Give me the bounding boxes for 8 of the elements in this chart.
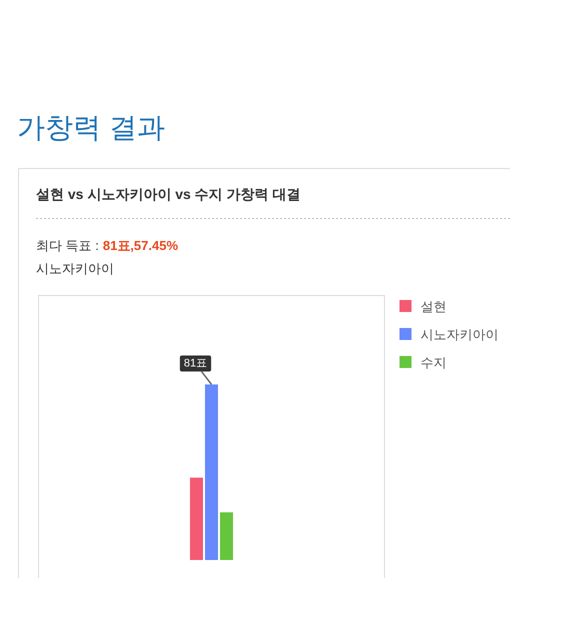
legend-label: 수지 xyxy=(420,355,446,370)
data-label: 81표 xyxy=(184,357,208,370)
annotation: 최다 득표 : 81표,57.45% xyxy=(36,238,178,253)
title: 가창력 결과 xyxy=(17,112,165,143)
annotation: 시노자키아이 xyxy=(36,261,114,276)
legend-label: 시노자키아이 xyxy=(420,327,498,342)
legend-label: 설현 xyxy=(420,299,446,314)
subtitle: 설현 vs 시노자키아이 vs 수지 가창력 대결 xyxy=(36,186,300,202)
